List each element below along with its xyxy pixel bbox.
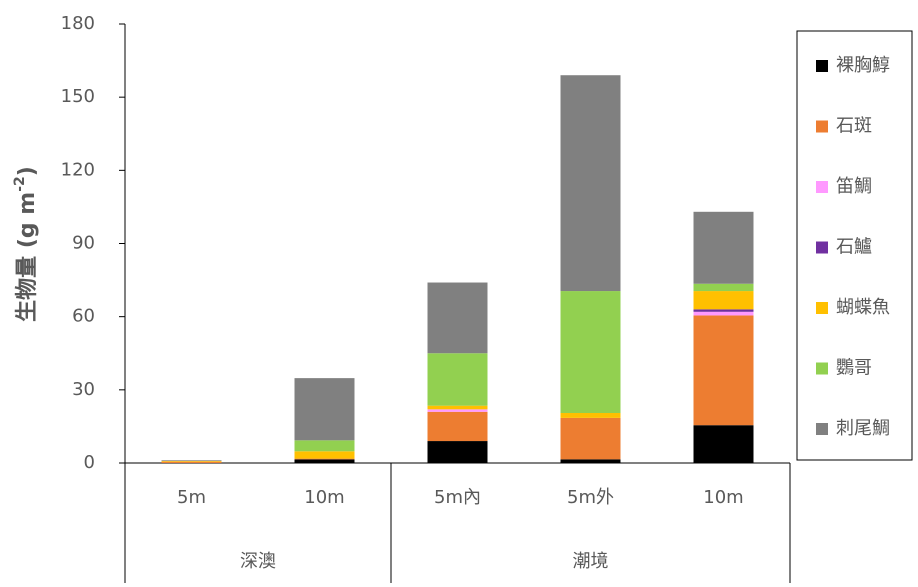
legend-marker [816, 302, 828, 314]
legend-marker [816, 241, 828, 254]
y-tick-label: 120 [61, 159, 95, 180]
y-label-suffix: ) [15, 166, 40, 176]
bar-segment [427, 409, 488, 412]
y-label-text: 生物量 (g m [14, 192, 40, 322]
legend-label: 刺尾鯛 [836, 418, 890, 439]
bar-segment [294, 459, 355, 463]
legend-label: 鸚哥 [836, 358, 872, 379]
bar-segment [161, 460, 222, 462]
bar-segment [693, 211, 754, 284]
y-tick-label: 60 [72, 306, 95, 327]
y-axis-label: 生物量 (g m-2) [12, 166, 40, 322]
bar-segment [427, 353, 488, 406]
group-label: 潮境 [573, 551, 609, 572]
y-tick-label: 30 [72, 379, 95, 400]
legend-label: 石斑 [836, 116, 872, 137]
bar-segment [427, 411, 488, 442]
legend-marker [816, 60, 828, 72]
legend-label: 裸胸鯙 [836, 55, 890, 76]
legend-marker [816, 362, 828, 375]
bar-segment [161, 461, 222, 462]
bar-segment [693, 425, 754, 463]
bar-segment [427, 405, 488, 410]
y-tick-label: 180 [61, 13, 95, 34]
bar-segment [693, 283, 754, 292]
x-tick-label: 10m [703, 487, 743, 508]
y-tick-label: 90 [72, 233, 95, 254]
legend-label: 笛鯛 [836, 176, 872, 197]
x-tick-label: 5m [177, 487, 206, 508]
y-label-sup: -2 [12, 176, 28, 192]
legend-label: 蝴蝶魚 [836, 297, 890, 318]
bar-segment [693, 315, 754, 426]
x-tick-label: 5m外 [567, 487, 614, 508]
bar-segment [560, 459, 621, 463]
legend-marker [816, 120, 828, 133]
legend-marker [816, 423, 828, 435]
legend-label: 石鱸 [836, 237, 872, 258]
legend-marker [816, 181, 828, 193]
bar-segment [693, 311, 754, 316]
bar-segment [560, 291, 621, 414]
x-tick-label: 10m [304, 487, 344, 508]
bar-segment [294, 378, 355, 441]
bar-segment [693, 291, 754, 310]
bar-segment [560, 75, 621, 292]
legend-box [796, 30, 913, 461]
bar-segment [560, 417, 621, 460]
bar-segment [427, 441, 488, 463]
y-tick-label: 0 [84, 452, 95, 473]
bar-segment [294, 458, 355, 460]
bar-segment [161, 461, 222, 463]
bar-segment [427, 282, 488, 354]
bar-segment [693, 309, 754, 312]
bar-segment [560, 413, 621, 418]
group-label: 深澳 [240, 551, 276, 572]
x-tick-label: 5m內 [434, 487, 481, 508]
y-tick-label: 150 [61, 86, 95, 107]
bar-segment [294, 440, 355, 452]
bar-segment [294, 451, 355, 459]
